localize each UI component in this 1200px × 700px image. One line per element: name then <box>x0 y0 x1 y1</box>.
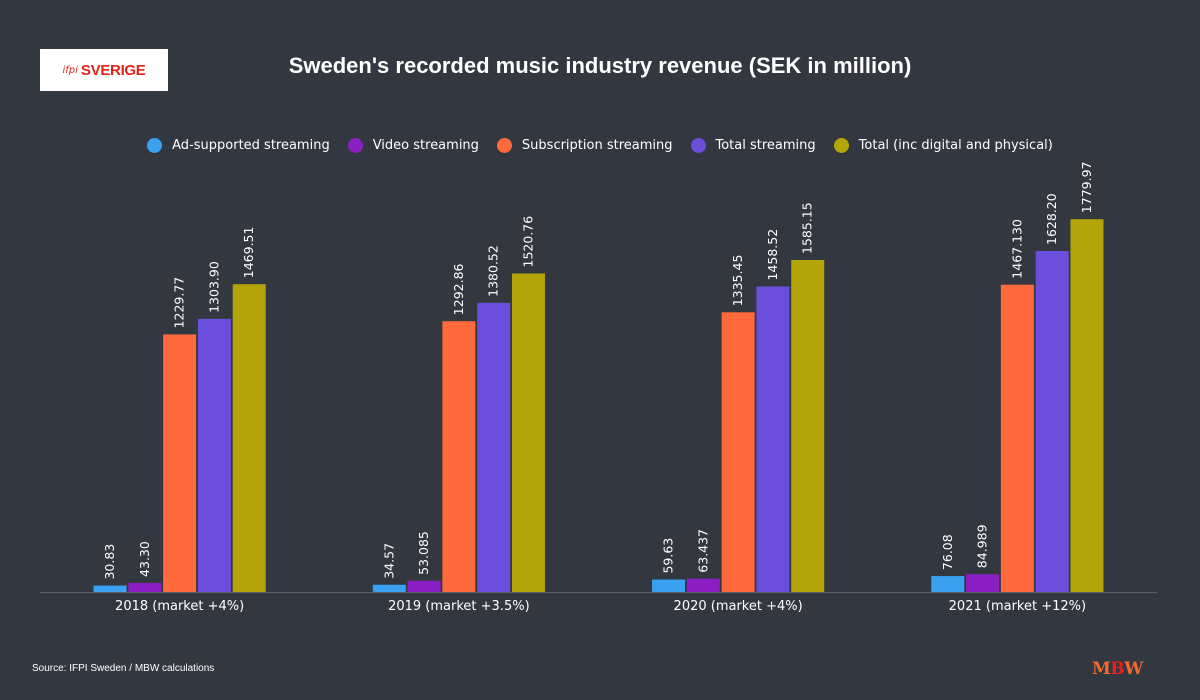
chart-legend: Ad-supported streaming Video streaming Sub… <box>0 138 1200 153</box>
x-tick-label: 2019 (market +3.5%) <box>388 599 530 614</box>
chart-title: Sweden's recorded music industry revenue… <box>288 53 912 78</box>
legend-item[interactable]: Total (inc digital and physical) <box>833 138 1053 153</box>
bar[interactable] <box>1000 284 1034 592</box>
data-label: 1585.15 <box>800 202 815 254</box>
bar[interactable] <box>652 579 686 592</box>
legend-swatch <box>833 138 849 153</box>
data-label: 1229.77 <box>172 277 187 329</box>
data-label: 1467.130 <box>1009 219 1024 279</box>
data-label: 63.437 <box>695 529 710 573</box>
legend-item[interactable]: Video streaming <box>347 138 479 153</box>
legend-label: Total streaming <box>715 138 816 153</box>
legend-label: Subscription streaming <box>521 138 673 153</box>
legend-swatch <box>347 138 363 153</box>
legend-label: Ad-supported streaming <box>172 138 330 153</box>
bar[interactable] <box>197 318 231 592</box>
data-label: 84.989 <box>975 524 990 568</box>
data-label: 43.30 <box>137 541 152 577</box>
legend-swatch <box>690 138 706 153</box>
x-tick-label: 2020 (market +4%) <box>674 599 803 614</box>
legend-swatch <box>496 138 512 153</box>
data-label: 1469.51 <box>241 227 256 279</box>
logo-word: SVERIGE <box>80 61 146 79</box>
bar[interactable] <box>407 580 441 592</box>
data-label: 1520.76 <box>520 216 535 268</box>
bar[interactable] <box>686 578 720 592</box>
legend-item[interactable]: Subscription streaming <box>496 138 673 153</box>
x-tick-label: 2021 (market +12%) <box>949 599 1086 614</box>
bar[interactable] <box>756 286 790 592</box>
brand-w: W <box>1124 659 1143 679</box>
data-label: 1335.45 <box>730 255 745 307</box>
data-label: 1292.86 <box>451 263 466 315</box>
legend-item[interactable]: Total streaming <box>690 138 816 153</box>
bar[interactable] <box>442 321 476 592</box>
ifpi-sverige-logo: ifpi SVERIGE <box>40 49 168 91</box>
bar[interactable] <box>511 273 545 592</box>
bar[interactable] <box>1070 219 1104 592</box>
data-label: 34.57 <box>381 543 396 579</box>
bar[interactable] <box>93 585 127 592</box>
data-label: 1380.52 <box>486 245 501 297</box>
mbw-logo: MBW <box>1092 659 1143 679</box>
brand-m: M <box>1092 659 1111 679</box>
data-label: 76.08 <box>940 534 955 570</box>
bar[interactable] <box>232 284 266 592</box>
data-label: 1628.20 <box>1044 193 1059 245</box>
bar[interactable] <box>163 334 197 592</box>
bar[interactable] <box>721 312 755 592</box>
bar[interactable] <box>1035 250 1069 593</box>
legend-swatch <box>147 138 163 153</box>
data-label: 1458.52 <box>765 229 780 281</box>
bar[interactable] <box>128 582 162 592</box>
legend-item[interactable]: Ad-supported streaming <box>147 138 330 153</box>
data-label: 59.63 <box>661 538 676 574</box>
bar[interactable] <box>931 576 965 592</box>
x-tick-label: 2018 (market +4%) <box>115 599 244 614</box>
source-note: Source: IFPI Sweden / MBW calculations <box>32 663 215 674</box>
legend-label: Video streaming <box>372 138 479 153</box>
data-label: 1303.90 <box>206 261 221 313</box>
legend-label: Total (inc digital and physical) <box>858 138 1053 153</box>
logo-mark: ifpi <box>62 64 78 76</box>
data-label: 1779.97 <box>1079 161 1094 213</box>
data-label: 30.83 <box>102 544 117 580</box>
data-label: 53.085 <box>416 531 431 575</box>
brand-b: B <box>1110 659 1125 679</box>
bar[interactable] <box>791 259 825 592</box>
bar[interactable] <box>477 302 511 592</box>
bar[interactable] <box>372 584 406 592</box>
bar[interactable] <box>966 574 1000 592</box>
